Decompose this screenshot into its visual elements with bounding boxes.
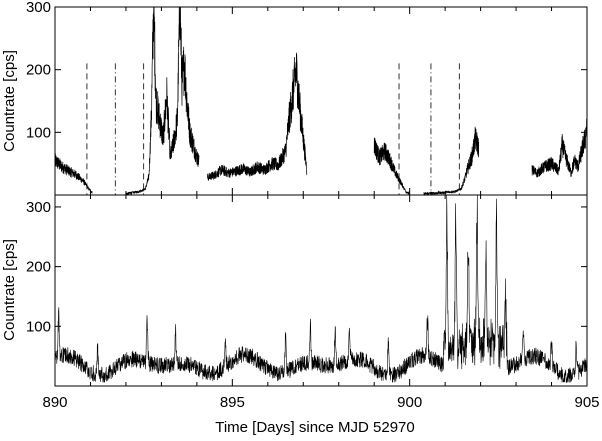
top-series-segment-3 <box>373 137 411 196</box>
bottom-y-tick-label: 100 <box>26 318 51 335</box>
bottom-x-ticks: 890 895 900 905 <box>42 195 600 411</box>
x-tick-label: 900 <box>397 394 422 411</box>
x-tick-label: 890 <box>42 394 67 411</box>
top-series-segment-2 <box>207 52 308 181</box>
bottom-y-tick-label: 300 <box>26 199 51 216</box>
top-y-tick-label: 200 <box>26 62 51 79</box>
x-tick-label: 895 <box>220 394 245 411</box>
top-y-tick-label: 300 <box>26 0 51 16</box>
top-y-axis-label: Countrate [cps] <box>1 50 18 152</box>
top-series <box>54 6 588 197</box>
top-series-segment-5 <box>531 106 588 178</box>
bottom-y-tick-label: 200 <box>26 259 51 276</box>
top-series-segment-4 <box>423 126 480 197</box>
top-series-segment-1 <box>125 6 200 195</box>
bottom-y-axis-label: Countrate [cps] <box>1 239 18 341</box>
top-markers <box>86 63 460 195</box>
bottom-y-ticks: 100 200 300 <box>26 199 587 335</box>
top-y-ticks: 100 200 300 <box>26 0 587 141</box>
top-panel: 100 200 300 Countrate [cps] <box>1 0 588 197</box>
bottom-panel: 100 200 300 890 895 900 905 Countrate [cps] T… <box>1 194 600 436</box>
bottom-series <box>54 194 588 384</box>
top-x-ticks <box>54 7 588 195</box>
top-plot-frame <box>54 6 588 196</box>
top-y-tick-label: 100 <box>26 124 51 141</box>
top-series-segment-0 <box>54 153 93 194</box>
x-tick-label: 905 <box>574 394 599 411</box>
x-axis-label: Time [Days] since MJD 52970 <box>215 419 415 436</box>
bottom-plot-frame <box>54 194 588 387</box>
bottom-series-line <box>54 194 588 384</box>
